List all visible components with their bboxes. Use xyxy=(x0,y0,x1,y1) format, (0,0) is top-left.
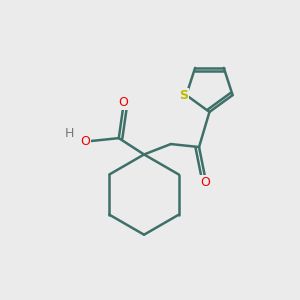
Text: O: O xyxy=(118,96,128,109)
Text: O: O xyxy=(200,176,210,189)
Text: H: H xyxy=(64,127,74,140)
Text: O: O xyxy=(80,135,90,148)
Text: S: S xyxy=(179,88,188,102)
